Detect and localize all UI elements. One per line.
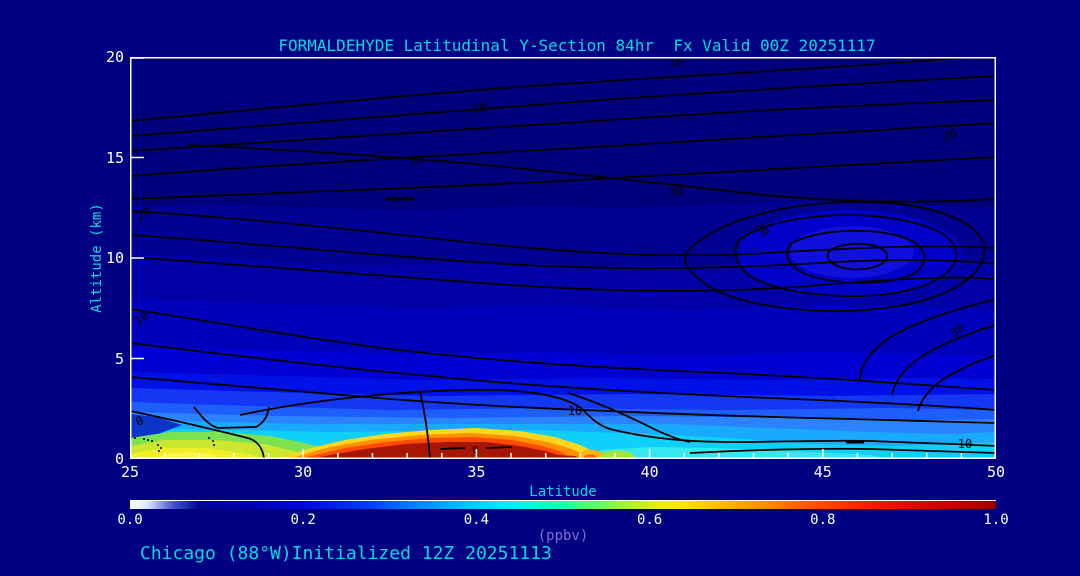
y-tick-label: 10 <box>105 249 124 267</box>
colorbar-tick-label: 0.6 <box>636 512 663 528</box>
colorbar-unit-label: (ppbv) <box>537 528 589 544</box>
svg-text:30: 30 <box>668 184 684 199</box>
y-tick-label: 15 <box>105 148 124 167</box>
svg-text:0: 0 <box>472 445 478 456</box>
colorbar-gradient <box>130 500 996 509</box>
colorbar-tick-label: 0.8 <box>810 512 836 528</box>
y-tick-label: 20 <box>105 48 124 66</box>
x-tick-label: 45 <box>813 463 832 481</box>
y-tick-label: 5 <box>114 349 124 368</box>
svg-text:20: 20 <box>941 126 958 143</box>
colorbar-tick-label: 1.0 <box>983 512 1009 528</box>
y-axis-label: Altitude (km) <box>89 203 105 313</box>
svg-text:30: 30 <box>407 152 424 168</box>
x-tick-label: 40 <box>640 463 659 481</box>
svg-text:10: 10 <box>958 437 972 451</box>
y-axis-tick-labels: 20 15 10 5 0 <box>84 48 124 468</box>
plot-title: FORMALDEHYDE Latitudinal Y-Section 84hr … <box>278 36 876 55</box>
x-tick-label: 35 <box>467 463 486 481</box>
colorbar-tick-label: 0.0 <box>117 512 143 528</box>
colorbar-tick-label: 0.4 <box>463 512 490 528</box>
svg-text:10: 10 <box>568 404 582 418</box>
plot-frame <box>130 57 996 459</box>
x-axis-label: Latitude <box>529 484 597 500</box>
colorbar-tick-label: 0.2 <box>290 512 316 528</box>
y-tick-label: 0 <box>114 450 124 468</box>
run-info-text: Chicago (88°W)Initialized 12Z 20251113 <box>140 543 552 564</box>
colorbar-tick-labels: 0.0 0.2 0.4 0.6 0.8 1.0 <box>117 512 1008 528</box>
x-tick-label: 50 <box>986 463 1006 481</box>
x-axis-tick-labels: 25 30 35 40 45 50 <box>121 463 1005 481</box>
svg-text:10: 10 <box>669 57 683 68</box>
x-tick-label: 25 <box>120 463 140 481</box>
x-tick-label: 30 <box>294 463 313 481</box>
contour-plot: 10 20 20 30 30 20 40 30 10 0 10 10 0 <box>130 57 996 459</box>
svg-text:20: 20 <box>472 100 488 116</box>
svg-text:20: 20 <box>134 205 153 224</box>
contour-lines <box>130 57 996 459</box>
filled-contours <box>130 57 996 459</box>
